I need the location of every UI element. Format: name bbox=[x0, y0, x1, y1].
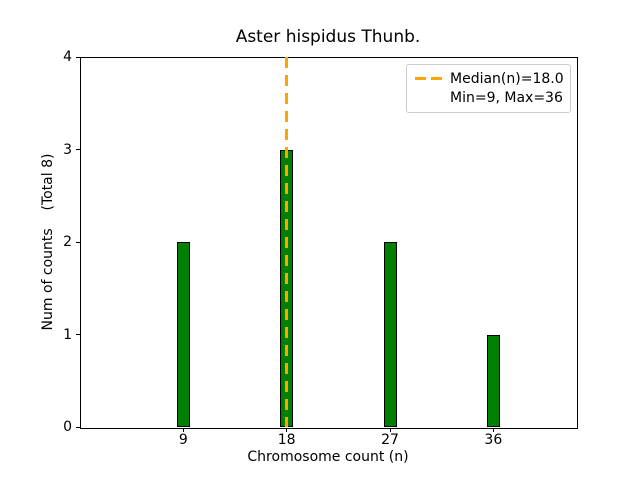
y-tick-label-0: 0 bbox=[63, 419, 72, 435]
x-axis-label: Chromosome count (n) bbox=[247, 449, 409, 465]
x-tick-label-18: 18 bbox=[277, 432, 296, 448]
legend-row-median: Median(n)=18.0 bbox=[415, 69, 564, 88]
x-tick-label-36: 36 bbox=[484, 432, 503, 448]
median-dashed-line-icon bbox=[415, 77, 442, 80]
y-tick-0 bbox=[76, 426, 80, 428]
x-tick-9 bbox=[182, 428, 184, 432]
x-tick-label-9: 9 bbox=[178, 432, 188, 448]
y-tick-3 bbox=[76, 149, 80, 150]
y-tick-label-3: 3 bbox=[63, 141, 72, 158]
y-tick-2 bbox=[76, 241, 80, 243]
median-line bbox=[285, 57, 289, 427]
bar-n36 bbox=[486, 334, 500, 427]
x-tick-label-27: 27 bbox=[381, 432, 399, 448]
legend-label-median: Median(n)=18.0 bbox=[450, 70, 564, 87]
x-tick-36 bbox=[492, 428, 494, 432]
y-tick-4 bbox=[76, 56, 80, 58]
legend-box: Median(n)=18.0 Min=9, Max=36 bbox=[406, 64, 571, 113]
x-tick-27 bbox=[389, 428, 391, 432]
y-tick-label-4: 4 bbox=[63, 49, 72, 65]
legend-label-minmax: Min=9, Max=36 bbox=[450, 89, 563, 106]
x-tick-18 bbox=[286, 428, 288, 432]
legend-row-minmax: Min=9, Max=36 bbox=[415, 88, 563, 107]
y-tick-1 bbox=[76, 334, 80, 335]
y-tick-label-2: 2 bbox=[63, 234, 72, 250]
bar-n27 bbox=[383, 242, 397, 427]
bar-n9 bbox=[176, 242, 190, 427]
chart-title: Aster hispidus Thunb. bbox=[235, 27, 421, 47]
y-tick-label-1: 1 bbox=[63, 326, 72, 343]
